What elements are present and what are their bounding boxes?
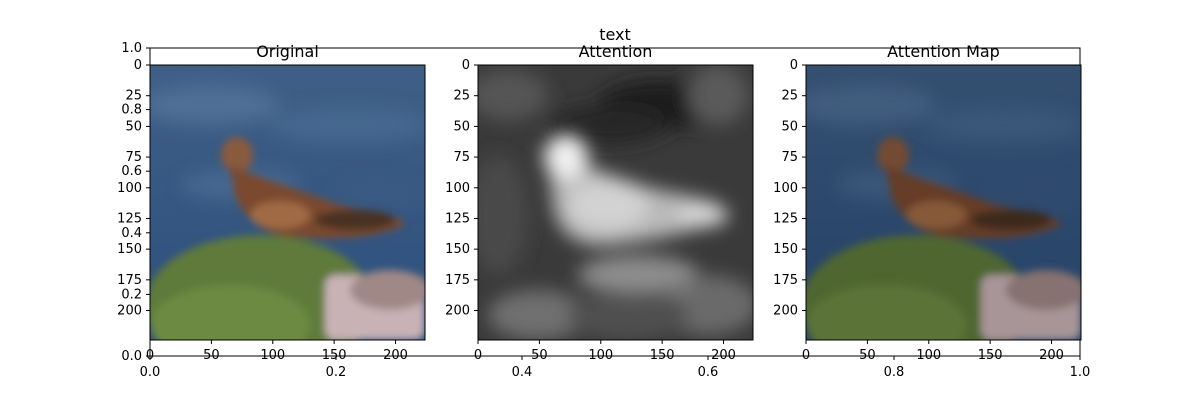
bg-x-tick-label: 0.0 [140,365,161,380]
bg-y-tick-label: 0.0 [121,349,142,364]
attention-map-y-tick-label: 100 [773,181,798,196]
attention-title: Attention [579,42,653,61]
attention-map-y-tick-label: 75 [781,150,798,165]
original-frame [149,64,426,341]
bg-x-tick-label: 1.0 [1070,365,1091,380]
original-y-tick-label: 0 [134,58,142,73]
original-x-tick-label: 150 [322,348,347,363]
attention-map-image [806,65,1081,340]
attention-map-x-tick-label: 200 [1039,348,1064,363]
attention-y-tick-label: 100 [445,181,470,196]
panel-attention-map: Attention Map 0 50 100 150 200 0 25 50 75 100 125 15… [773,42,1082,363]
attention-map-y-tick-label: 150 [773,242,798,257]
original-x-tick-label: 0 [146,348,154,363]
original-x-tick-label: 50 [203,348,220,363]
original-y-tick-label: 150 [117,242,142,257]
attention-y-tick-label: 50 [453,119,470,134]
panel-attention: Attention 0 50 100 150 200 0 25 50 75 100 125 150 175… [445,42,754,363]
attention-map-x-tick-label: 150 [978,348,1003,363]
original-y-tick-label: 100 [117,181,142,196]
panel-original: Original 0 50 100 150 200 0 25 50 75 100 125 150 175 2… [117,42,430,375]
attention-map-title: Attention Map [887,42,1000,61]
attention-x-tick-label: 200 [711,348,736,363]
attention-y-tick-label: 150 [445,242,470,257]
attention-map-frame [805,64,1082,341]
attention-map-y-tick-label: 200 [773,304,798,319]
bg-y-tick-label: 0.2 [121,287,142,302]
bg-x-tick-label: 0.6 [698,365,719,380]
attention-y-tick-label: 0 [462,58,470,73]
attention-map-x-tick-label: 100 [916,348,941,363]
bg-y-tick-label: 0.8 [121,103,142,118]
attention-x-tick-label: 50 [531,348,548,363]
attention-map-y-tick-label: 175 [773,273,798,288]
attention-map-x-tick-label: 0 [802,348,810,363]
original-y-tick-label: 75 [125,150,142,165]
attention-x-tick-label: 0 [474,348,482,363]
original-y-tick-label: 25 [125,89,142,104]
attention-map-y-tick-label: 125 [773,211,798,226]
attention-y-tick-label: 25 [453,89,470,104]
original-x-tick-label: 200 [383,348,408,363]
figure-suptitle: text [599,25,631,44]
attention-y-tick-label: 125 [445,211,470,226]
bg-y-tick-label: 0.6 [121,164,142,179]
original-y-tick-label: 175 [117,273,142,288]
attention-map-y-tick-label: 25 [781,89,798,104]
original-image [140,65,430,375]
original-y-tick-label: 50 [125,119,142,134]
attention-y-tick-label: 75 [453,150,470,165]
attention-x-tick-label: 100 [588,348,613,363]
bg-x-tick-label: 0.4 [512,365,533,380]
original-x-tick-label: 100 [260,348,285,363]
bg-x-tick-label: 0.2 [326,365,347,380]
attention-x-tick-label: 150 [650,348,675,363]
original-y-tick-label: 125 [117,211,142,226]
attention-map-x-tick-label: 50 [859,348,876,363]
attention-frame [477,64,754,341]
bg-y-tick-label: 0.4 [121,226,142,241]
attention-image [478,65,753,340]
bg-x-tick-label: 0.8 [884,365,905,380]
original-title: Original [256,42,319,61]
attention-map-y-tick-label: 0 [790,58,798,73]
bg-y-tick-label: 1.0 [121,41,142,56]
original-y-tick-label: 200 [117,304,142,319]
attention-map-y-tick-label: 50 [781,119,798,134]
attention-y-tick-label: 175 [445,273,470,288]
attention-y-tick-label: 200 [445,304,470,319]
